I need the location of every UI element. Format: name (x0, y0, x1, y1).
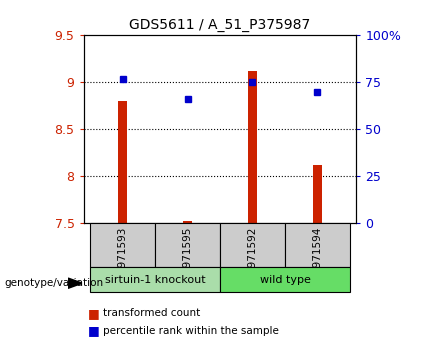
Text: sirtuin-1 knockout: sirtuin-1 knockout (105, 275, 205, 285)
Title: GDS5611 / A_51_P375987: GDS5611 / A_51_P375987 (129, 18, 311, 32)
Bar (285, 223, 350, 267)
Text: ■: ■ (88, 307, 100, 320)
Bar (183, 221, 192, 223)
Bar (248, 71, 257, 223)
Text: GSM971595: GSM971595 (183, 227, 193, 290)
Text: percentile rank within the sample: percentile rank within the sample (103, 326, 279, 336)
Bar (220, 223, 285, 267)
Text: GSM971592: GSM971592 (247, 227, 257, 290)
Text: ■: ■ (88, 325, 100, 337)
Bar (90, 267, 220, 292)
Bar (155, 223, 220, 267)
Text: GSM971593: GSM971593 (117, 227, 128, 290)
Polygon shape (68, 278, 82, 288)
Bar (118, 101, 127, 223)
Text: wild type: wild type (260, 275, 310, 285)
Bar (313, 165, 322, 223)
Text: transformed count: transformed count (103, 308, 201, 318)
Text: GSM971594: GSM971594 (312, 227, 323, 290)
Bar (220, 267, 350, 292)
Text: genotype/variation: genotype/variation (4, 278, 103, 288)
Bar (90, 223, 155, 267)
